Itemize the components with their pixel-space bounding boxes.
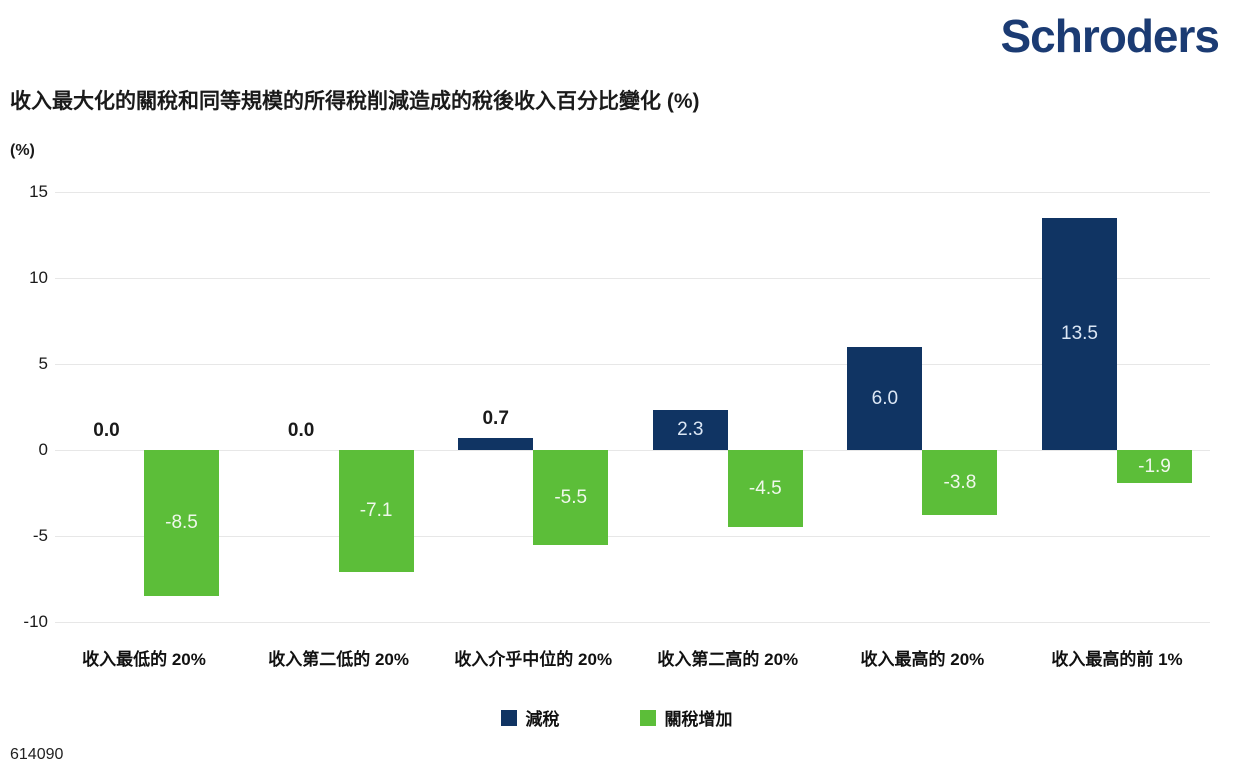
bar-value-tax-cut-3: 2.3 [677,419,704,440]
chart-title: 收入最大化的關稅和同等規模的所得稅削減造成的稅後收入百分比變化 (%) [10,90,700,113]
legend-swatch-navy [500,709,517,726]
bar-tariff-increase-0 [144,450,219,596]
bar-value-tax-cut-4: 6.0 [871,387,899,409]
bar-value-tariff-increase-2: -5.5 [554,486,588,508]
bar-tax-cut-5 [1042,218,1117,450]
y-axis-tick--10: -10 [23,612,48,631]
bar-tax-cut-2 [458,438,534,450]
y-axis-unit-label: (%) [10,142,35,159]
gridline-0 [55,450,1210,451]
bar-value-tax-cut-5: 13.5 [1061,323,1098,344]
y-axis-tick-5: 5 [38,354,48,373]
gridline-10 [55,278,1210,279]
bar-value-tariff-increase-5: -1.9 [1138,455,1171,477]
y-axis-tick--5: -5 [32,526,48,545]
bar-tax-cut-4 [847,347,923,450]
schroders-logo: Schroders [1000,10,1220,62]
x-axis-category-3: 收入第二高的 20% [657,650,799,669]
legend-label-0: 減稅 [525,710,560,729]
x-axis-category-4: 收入最高的 20% [860,650,985,669]
y-axis-tick-0: 0 [38,440,48,459]
bar-tariff-increase-5 [1117,450,1192,483]
gridline-15 [55,192,1210,193]
legend-label-1: 關稅增加 [664,710,733,729]
bar-value-tax-cut-1: 0.0 [287,420,315,441]
x-axis-category-0: 收入最低的 20% [82,650,206,669]
bar-value-tax-cut-2: 0.7 [482,408,509,429]
bar-value-tariff-increase-3: -4.5 [748,477,782,499]
bar-value-tariff-increase-1: -7.1 [359,500,393,521]
bar-value-tax-cut-0: 0.0 [93,420,120,441]
y-axis-tick-10: 10 [29,268,48,287]
gridline--10 [55,622,1210,623]
bar-value-tariff-increase-4: -3.8 [943,471,977,493]
chart-legend: 減稅 關稅增加 [0,705,1233,730]
bar-tariff-increase-2 [533,450,609,545]
y-axis-tick-15: 15 [29,182,48,201]
gridline-5 [55,364,1210,365]
bar-tariff-increase-1 [338,450,414,572]
bar-tax-cut-3 [652,410,728,450]
legend-item-1: 關稅增加 [639,705,733,730]
x-axis-category-1: 收入第二低的 20% [268,650,409,669]
bar-value-tariff-increase-0: -8.5 [165,512,198,533]
legend-swatch-green [639,709,656,726]
legend-item-0: 減稅 [500,705,560,730]
x-axis-category-5: 收入最高的前 1% [1051,650,1183,669]
x-axis-category-2: 收入介乎中位的 20% [454,650,613,669]
gridline--5 [55,536,1210,537]
bar-tariff-increase-3 [727,450,803,527]
bar-tariff-increase-4 [922,450,998,515]
footer-reference-code: 614090 [10,746,64,763]
